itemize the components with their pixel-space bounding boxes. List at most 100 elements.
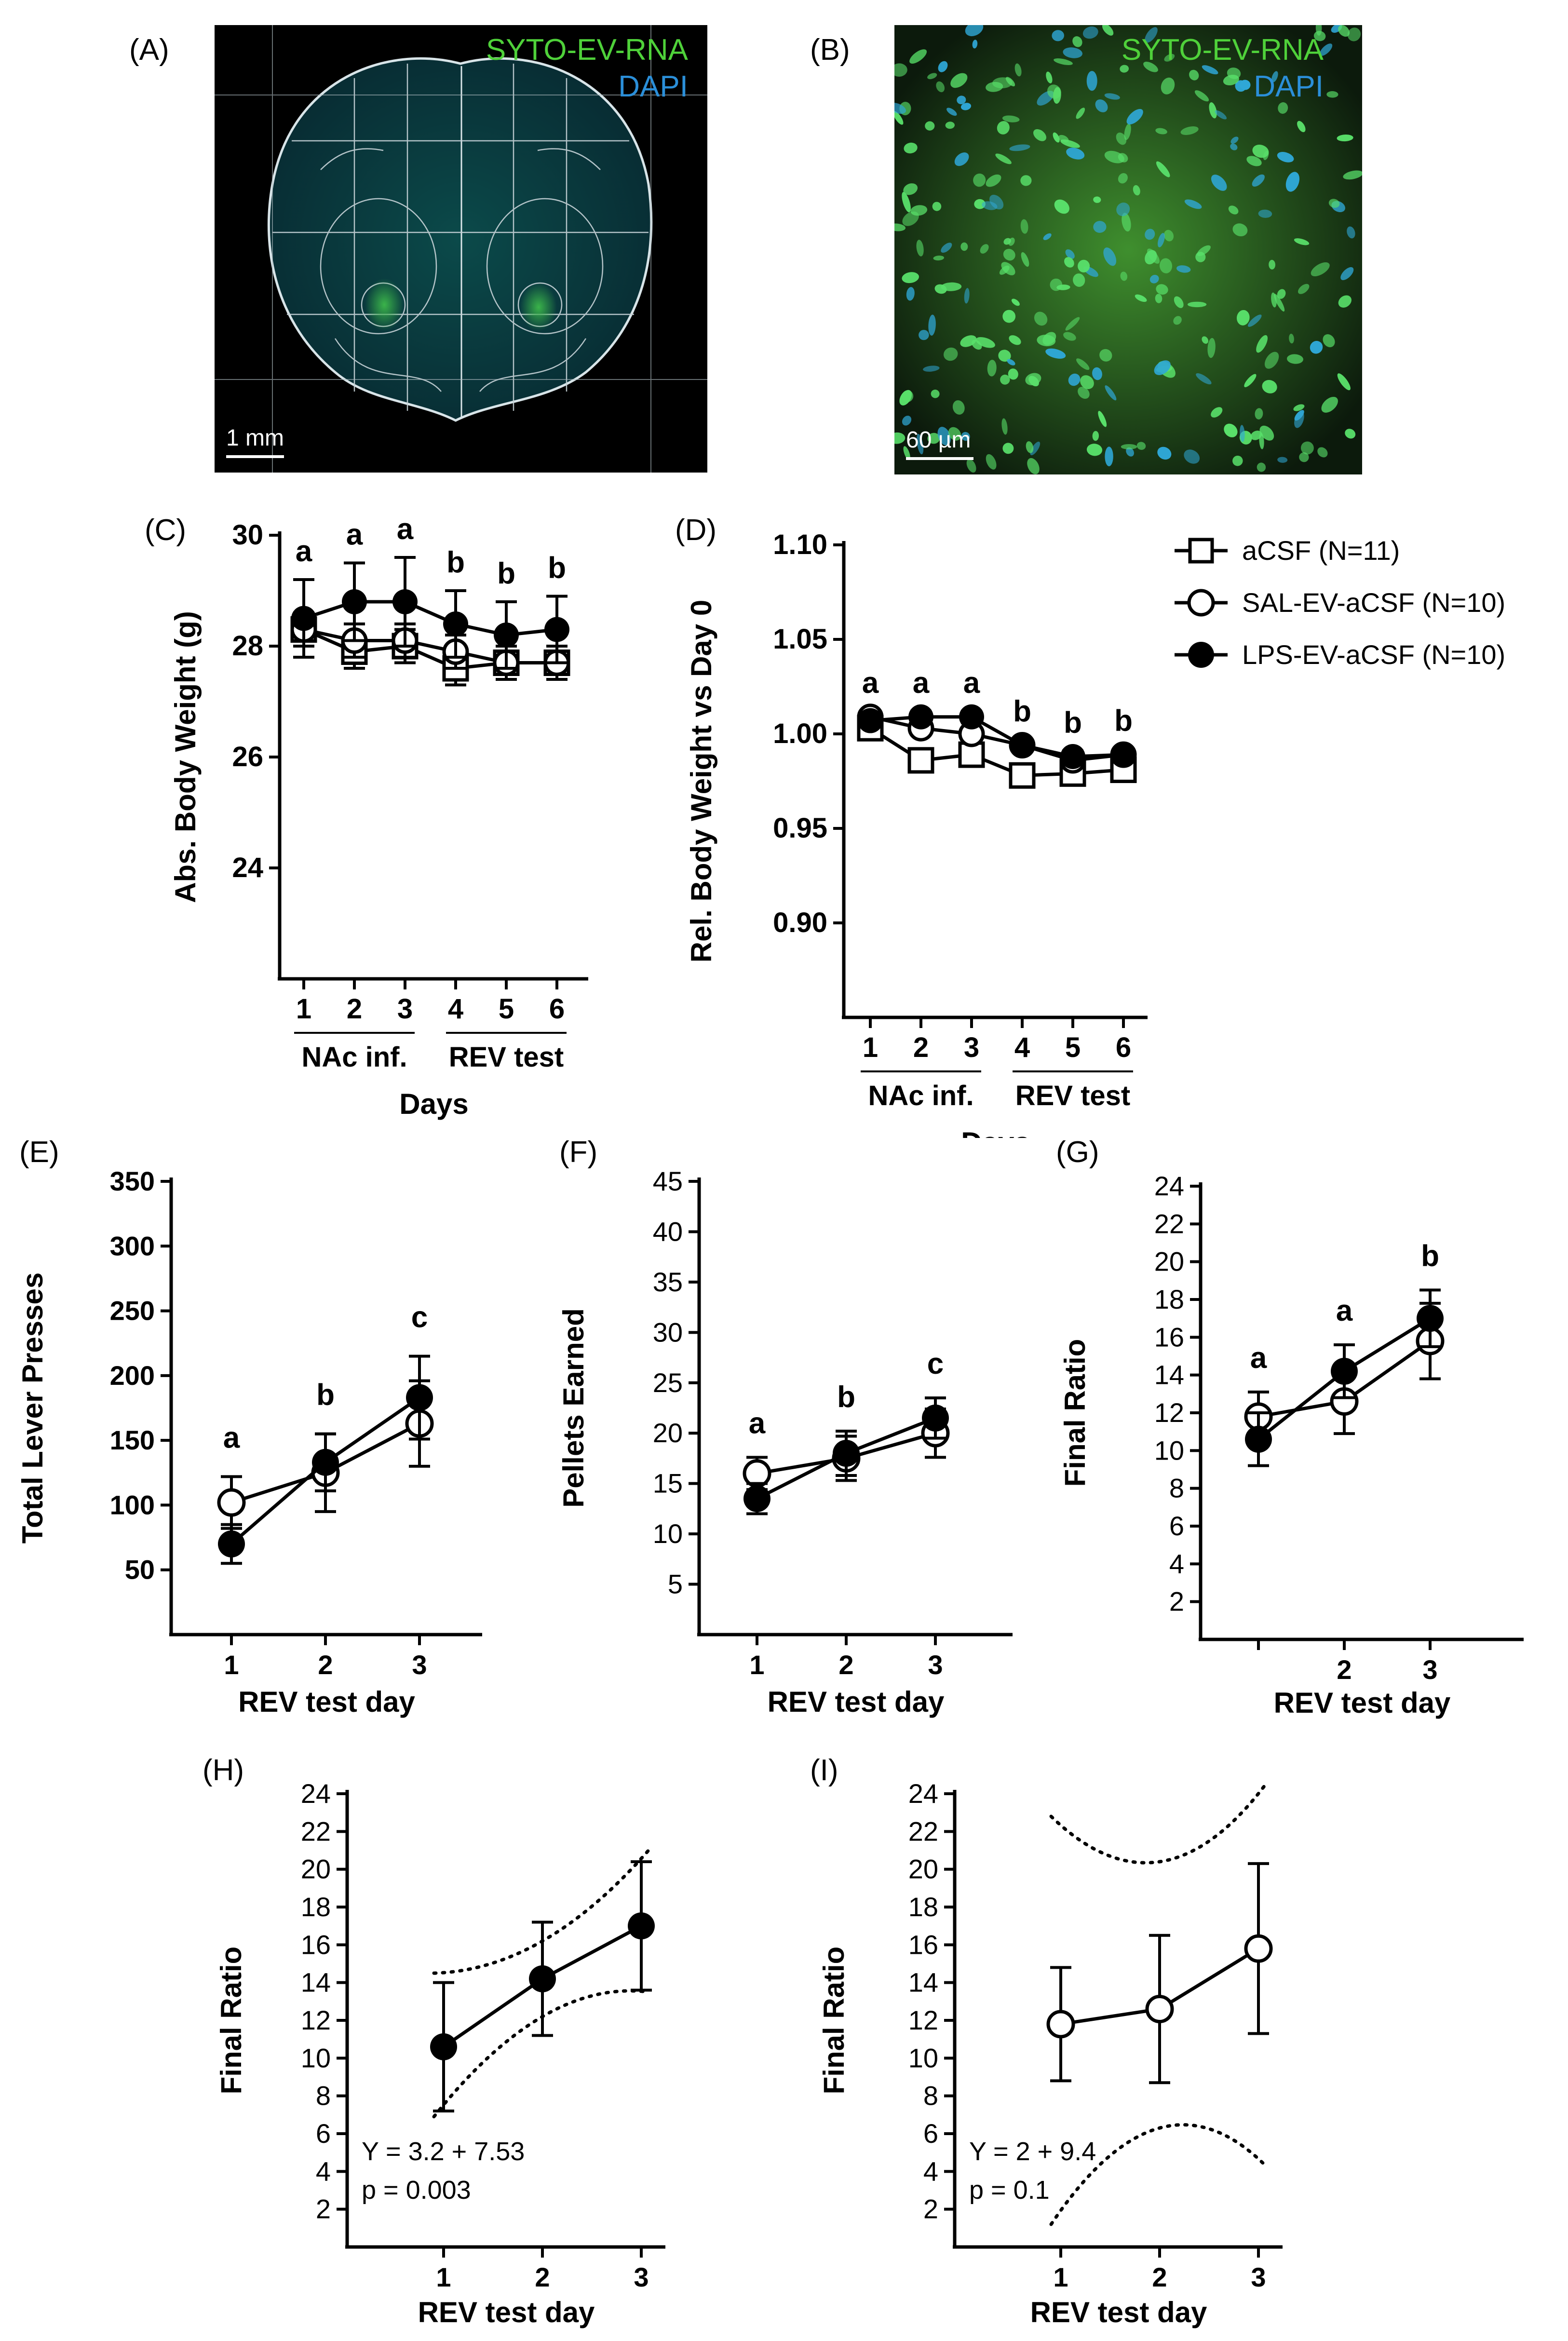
cell-blob: [1315, 25, 1322, 36]
significance-letter: b: [548, 552, 566, 585]
brain-section-drawing: [215, 25, 707, 473]
cell-blob: [1080, 375, 1094, 389]
cell-blob: [1155, 128, 1167, 135]
significance-letter: b: [837, 1380, 855, 1414]
cell-blob: [1277, 289, 1286, 299]
cell-blob: [1102, 25, 1114, 36]
panel-a-image: SYTO-EV-RNA DAPI 1 mm: [215, 25, 707, 473]
x-group-label: NAc inf.: [868, 1080, 973, 1111]
cell-blob: [927, 433, 940, 444]
cell-blob: [1347, 226, 1355, 239]
cell-blob: [1211, 175, 1227, 191]
filled-circle-point: [392, 589, 418, 614]
cell-blob: [1256, 335, 1268, 353]
y-tick-label: 10: [908, 2043, 938, 2073]
cell-blob: [1078, 259, 1090, 272]
cell-blob: [1294, 411, 1304, 428]
cell-blob: [1001, 262, 1015, 275]
ci-lower-band: [1049, 2123, 1268, 2226]
y-axis-title: Rel. Body Weight vs Day 0: [685, 600, 717, 962]
y-tick-label: 200: [110, 1360, 155, 1391]
x-axis-title: Days: [961, 1126, 1030, 1138]
cell-blob: [1230, 136, 1239, 144]
filled-circle-marker-icon: [1188, 642, 1214, 668]
y-tick-label: 15: [653, 1468, 683, 1499]
cell-blob: [954, 152, 969, 166]
y-tick-label: 4: [1169, 1548, 1184, 1579]
cell-blob: [1126, 108, 1143, 125]
legend-label-acsf: aCSF (N=11): [1242, 535, 1400, 566]
cell-blob: [1020, 175, 1032, 186]
cell-blob: [1092, 431, 1099, 441]
significance-letter: b: [1064, 706, 1082, 739]
cell-blob: [1073, 273, 1085, 287]
y-tick-label: 6: [1169, 1511, 1184, 1541]
open-square-point: [907, 747, 934, 774]
y-tick-label: 0.95: [773, 812, 827, 844]
cell-blob: [1310, 340, 1323, 354]
cell-blob: [1232, 223, 1248, 237]
y-tick-label: 20: [1154, 1246, 1184, 1277]
cell-blob: [1255, 408, 1263, 419]
y-tick-label: 4: [316, 2156, 331, 2186]
ci-upper-band: [1049, 1782, 1268, 1865]
cell-blob: [1021, 252, 1029, 267]
y-tick-label: 350: [110, 1166, 155, 1196]
y-tick-label: 14: [301, 1967, 331, 1998]
open-circle-point: [1244, 1934, 1273, 1963]
cell-blob: [1338, 25, 1350, 37]
y-tick-label: 12: [1154, 1397, 1184, 1428]
y-tick-label: 1.05: [773, 623, 827, 655]
open-square-marker-icon: [1188, 538, 1214, 564]
cell-blob: [925, 121, 935, 131]
cell-blob: [1103, 247, 1117, 266]
cell-blob: [992, 77, 1013, 89]
cell-blob: [1003, 249, 1015, 261]
cell-blob: [1050, 278, 1063, 291]
cell-blob: [965, 25, 984, 37]
y-tick-label: 8: [923, 2081, 938, 2111]
x-tick-label: 3: [397, 993, 413, 1025]
filled-circle-point: [218, 1530, 245, 1557]
cell-blob: [899, 390, 912, 406]
cell-blob: [1066, 148, 1085, 160]
panel-a-label: (A): [129, 33, 169, 67]
cell-blob: [1076, 358, 1090, 370]
x-axis-title: REV test day: [418, 2296, 595, 2328]
cell-blob: [1120, 271, 1128, 281]
cell-blob: [917, 433, 924, 455]
panel-label: (D): [675, 514, 716, 547]
cell-blob: [1072, 36, 1082, 47]
significance-letter: a: [963, 666, 980, 700]
cell-blob: [1337, 373, 1351, 391]
cell-blob: [1043, 233, 1052, 240]
cell-blob: [972, 339, 982, 350]
cell-blob: [919, 330, 929, 340]
chart-d-rel-body-weight: (D) 0.90 0.95 1.00 1.05 1.10 1 2 3 4 5 6 NAc inf. REV…: [675, 514, 1148, 1138]
cell-blob: [1118, 173, 1128, 184]
y-tick-label: 16: [908, 1929, 938, 1960]
cell-blob: [986, 454, 997, 470]
cell-blob: [1001, 418, 1008, 435]
cell-blob: [1187, 301, 1207, 308]
cell-blob: [894, 103, 906, 114]
panel-label: (E): [19, 1136, 59, 1169]
open-circle-point: [1145, 1995, 1174, 2023]
y-tick-label: 2: [923, 2194, 938, 2224]
cell-blob: [1320, 43, 1333, 56]
cell-blob: [1232, 455, 1243, 466]
cell-blob: [997, 121, 1010, 135]
panel-label: (F): [559, 1136, 597, 1169]
cell-blob: [957, 95, 966, 105]
cell-blob: [1215, 110, 1227, 120]
y-tick-label: 20: [301, 1854, 331, 1884]
x-tick-label: 1: [749, 1650, 764, 1680]
filled-circle-point: [858, 708, 883, 733]
filled-circle-point: [1331, 1357, 1358, 1385]
chart-c-abs-body-weight: (C) 24 26 28 30 1 2 3 4 5 6 NAc inf. REV test Days Abs…: [145, 513, 588, 1120]
y-tick-label: 14: [1154, 1360, 1184, 1390]
cell-blob: [1262, 379, 1277, 393]
cell-blob: [982, 201, 998, 210]
syto-ev-rna-label: SYTO-EV-RNA: [1121, 33, 1324, 67]
